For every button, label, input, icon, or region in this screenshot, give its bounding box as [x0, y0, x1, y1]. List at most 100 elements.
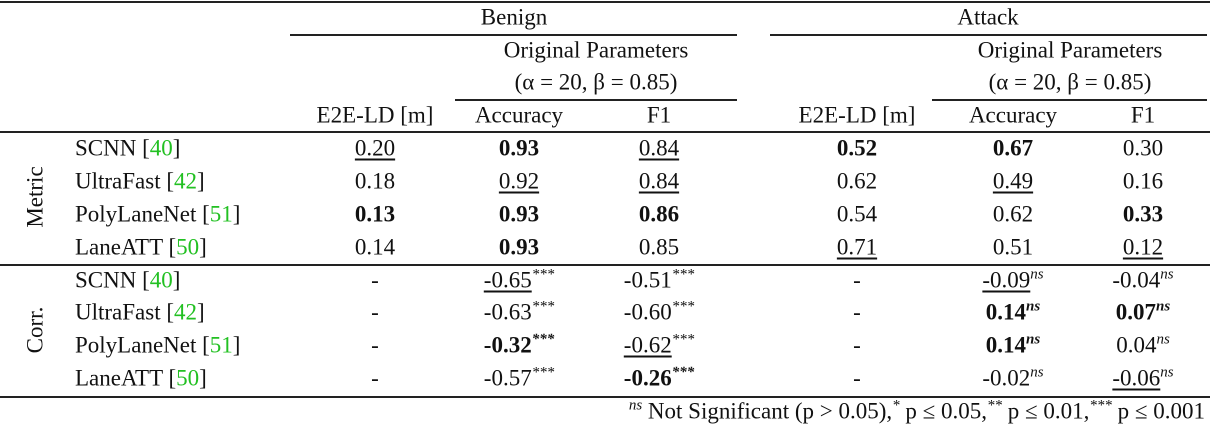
citation: 51	[209, 332, 233, 358]
cell: 0.51	[993, 236, 1033, 259]
rule	[932, 99, 1207, 101]
model-text: ]	[232, 201, 241, 227]
cell-value: 0.84	[638, 135, 680, 161]
cell: 0.86	[639, 203, 679, 226]
significance: ***	[671, 266, 695, 283]
footnote-text: Not Significant (p > 0.05),	[642, 398, 893, 424]
footnote: ns Not Significant (p > 0.05),* p ≤ 0.05…	[628, 397, 1205, 424]
model-text: SCNN [	[75, 135, 150, 161]
cell-value: -0.65	[483, 267, 532, 293]
model-text: ]	[232, 332, 241, 358]
cell: -	[371, 334, 379, 357]
significance: ns	[1156, 298, 1171, 315]
cell: 0.13	[355, 203, 395, 226]
cell-value: 0.30	[1122, 135, 1164, 161]
cell: 0.62	[993, 203, 1033, 226]
cell-value: -0.63	[483, 299, 532, 325]
model-name: PolyLaneNet [51]	[75, 334, 240, 357]
cell-value: -	[371, 299, 379, 325]
subgroup-header: Original Parameters	[503, 37, 689, 63]
cell-value: 0.71	[836, 234, 878, 260]
column-header: F1	[1130, 102, 1156, 128]
citation: 51	[209, 201, 233, 227]
cell-value: -0.62	[623, 332, 672, 358]
cell-value: -0.09	[982, 267, 1031, 293]
group-header: Benign	[480, 4, 548, 30]
model-text: LaneATT [	[75, 365, 177, 391]
cell-value: -0.06	[1112, 365, 1161, 391]
column-header: E2E-LD [m]	[798, 102, 916, 128]
significance: ns	[1030, 266, 1044, 283]
cell: -	[853, 269, 861, 292]
cell-value: 0.93	[498, 234, 540, 260]
cell: -0.32***	[483, 332, 554, 358]
cell-value: 0.14	[354, 234, 396, 260]
cell-value: -0.26	[623, 365, 672, 391]
cell: 0.84	[639, 137, 679, 160]
cell-value: 0.62	[992, 201, 1034, 227]
cell-value: -0.04	[1112, 267, 1161, 293]
cell: -0.09ns	[982, 266, 1044, 293]
cell: -0.65***	[483, 267, 554, 293]
cell-value: -	[853, 299, 861, 325]
model-text: PolyLaneNet [	[75, 201, 210, 227]
cell: -0.06ns	[1112, 365, 1173, 391]
column-header: Accuracy	[968, 102, 1058, 128]
citation: 50	[176, 234, 200, 260]
significance: ***	[671, 331, 695, 348]
model-name: PolyLaneNet [51]	[75, 203, 240, 226]
cell-value: 0.92	[498, 168, 540, 194]
significance: ***	[531, 298, 555, 315]
significance: ns	[1030, 364, 1044, 381]
cell: -0.04ns	[1112, 267, 1173, 293]
cell-value: -	[853, 332, 861, 358]
cell-value: -0.32	[483, 332, 532, 358]
cell: 0.71	[837, 236, 877, 259]
model-text: ]	[197, 168, 205, 194]
model-name: UltraFast [42]	[75, 170, 205, 193]
footnote-sup: ***	[1089, 397, 1112, 414]
cell: 0.33	[1123, 203, 1163, 226]
params-header: (α = 20, β = 0.85)	[514, 69, 678, 95]
cell-value: 0.16	[1122, 168, 1164, 194]
cell: 0.62	[837, 170, 877, 193]
cell-value: 0.85	[638, 234, 680, 260]
model-text: ]	[197, 299, 205, 325]
cell: -	[853, 367, 861, 390]
cell-value: 0.33	[1122, 201, 1164, 227]
cell-value: 0.13	[354, 201, 396, 227]
cell: -	[371, 301, 379, 324]
cell: 0.18	[355, 170, 395, 193]
cell: 0.12	[1123, 236, 1163, 259]
cell: -	[853, 334, 861, 357]
cell-value: 0.52	[836, 135, 878, 161]
cell: 0.52	[837, 137, 877, 160]
cell-value: -0.57	[483, 365, 532, 391]
cell: 0.67	[993, 137, 1033, 160]
footnote-sup: ns	[628, 397, 643, 414]
cell: 0.20	[355, 137, 395, 160]
model-text: ]	[199, 365, 207, 391]
cell: -0.60***	[624, 299, 694, 324]
model-name: SCNN [40]	[75, 137, 180, 160]
citation: 50	[176, 365, 200, 391]
significance: ***	[671, 364, 695, 381]
rule	[0, 131, 1210, 133]
model-text: ]	[172, 135, 181, 161]
cell-value: 0.62	[836, 168, 878, 194]
cell-value: -	[371, 267, 379, 293]
model-text: SCNN [	[75, 267, 150, 293]
column-header: F1	[646, 102, 672, 128]
significance: ns	[1026, 331, 1041, 348]
cell-value: 0.14	[985, 299, 1027, 325]
cell: -	[371, 367, 379, 390]
rule	[770, 34, 1207, 36]
column-header: E2E-LD [m]	[316, 102, 434, 128]
subgroup-header: Original Parameters	[977, 37, 1163, 63]
footnote-sup: **	[987, 397, 1002, 414]
model-text: UltraFast [	[75, 299, 175, 325]
model-text: PolyLaneNet [	[75, 332, 210, 358]
cell: 0.14ns	[985, 299, 1040, 325]
cell: 0.92	[499, 170, 539, 193]
footnote-text: p ≤ 0.05,	[899, 398, 987, 424]
